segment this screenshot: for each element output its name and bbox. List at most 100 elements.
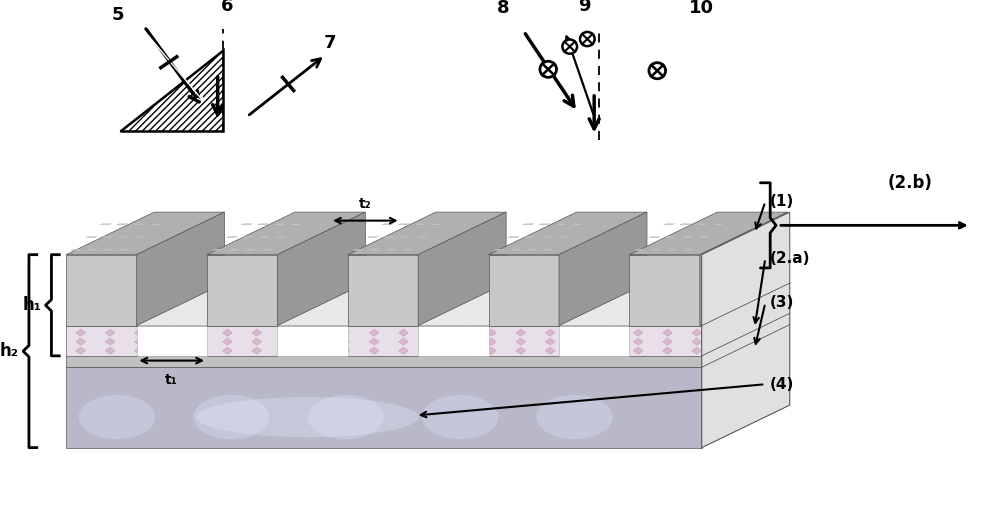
Polygon shape — [223, 338, 232, 345]
Polygon shape — [580, 320, 588, 326]
Polygon shape — [668, 320, 676, 326]
Polygon shape — [487, 338, 496, 345]
Polygon shape — [398, 224, 410, 225]
Text: (1): (1) — [770, 194, 794, 209]
Polygon shape — [457, 338, 467, 345]
Polygon shape — [116, 288, 124, 294]
Ellipse shape — [196, 397, 419, 437]
Polygon shape — [604, 347, 614, 354]
Polygon shape — [683, 249, 695, 250]
Polygon shape — [204, 288, 212, 294]
Polygon shape — [651, 249, 662, 250]
Polygon shape — [228, 320, 236, 326]
Polygon shape — [105, 329, 115, 336]
Polygon shape — [76, 329, 86, 336]
Polygon shape — [634, 249, 646, 250]
Polygon shape — [556, 224, 567, 225]
Polygon shape — [399, 329, 408, 336]
Polygon shape — [487, 347, 496, 354]
Polygon shape — [193, 338, 203, 345]
Polygon shape — [275, 305, 283, 310]
Polygon shape — [698, 237, 709, 238]
Polygon shape — [277, 326, 348, 356]
Polygon shape — [81, 320, 89, 326]
Polygon shape — [66, 283, 790, 326]
Polygon shape — [66, 212, 225, 254]
Polygon shape — [207, 212, 365, 254]
Polygon shape — [137, 326, 207, 356]
Polygon shape — [539, 224, 550, 225]
Polygon shape — [524, 237, 536, 238]
Polygon shape — [428, 338, 438, 345]
Polygon shape — [334, 305, 341, 310]
Polygon shape — [713, 224, 724, 225]
Polygon shape — [99, 305, 107, 310]
Polygon shape — [639, 320, 646, 326]
Polygon shape — [493, 249, 505, 250]
Polygon shape — [649, 237, 660, 238]
Polygon shape — [633, 329, 643, 336]
Polygon shape — [385, 249, 397, 250]
Polygon shape — [575, 347, 584, 354]
Polygon shape — [489, 212, 647, 254]
Polygon shape — [663, 338, 672, 345]
Polygon shape — [498, 288, 506, 294]
Polygon shape — [586, 288, 594, 294]
Polygon shape — [609, 320, 617, 326]
Polygon shape — [105, 338, 115, 345]
Polygon shape — [369, 329, 379, 336]
Polygon shape — [258, 224, 269, 225]
Polygon shape — [261, 249, 272, 250]
Polygon shape — [692, 329, 702, 336]
Polygon shape — [66, 325, 790, 367]
Polygon shape — [615, 288, 623, 294]
Polygon shape — [629, 212, 788, 254]
Polygon shape — [348, 212, 506, 254]
Polygon shape — [164, 347, 174, 354]
Polygon shape — [521, 320, 529, 326]
Polygon shape — [674, 288, 682, 294]
Polygon shape — [369, 249, 380, 250]
Polygon shape — [140, 320, 148, 326]
Polygon shape — [71, 249, 82, 250]
Polygon shape — [551, 320, 558, 326]
Polygon shape — [663, 347, 672, 354]
Polygon shape — [369, 338, 379, 345]
Polygon shape — [418, 326, 489, 356]
Polygon shape — [604, 338, 614, 345]
Polygon shape — [149, 224, 161, 225]
Polygon shape — [193, 347, 203, 354]
Polygon shape — [557, 288, 564, 294]
Polygon shape — [277, 212, 365, 326]
Polygon shape — [492, 320, 500, 326]
Polygon shape — [340, 338, 350, 345]
Polygon shape — [135, 347, 144, 354]
Ellipse shape — [536, 395, 613, 439]
Polygon shape — [539, 305, 547, 310]
Polygon shape — [146, 288, 154, 294]
Polygon shape — [102, 237, 113, 238]
Polygon shape — [715, 305, 723, 310]
Polygon shape — [575, 338, 584, 345]
Polygon shape — [431, 224, 442, 225]
Text: t₁: t₁ — [165, 373, 178, 387]
Polygon shape — [322, 288, 330, 294]
Polygon shape — [263, 288, 271, 294]
Text: (3): (3) — [770, 295, 795, 310]
Polygon shape — [234, 288, 242, 294]
Polygon shape — [664, 224, 675, 225]
Polygon shape — [66, 367, 702, 448]
Polygon shape — [682, 237, 693, 238]
Polygon shape — [223, 329, 232, 336]
Text: (2.b): (2.b) — [888, 174, 932, 192]
Text: h₂: h₂ — [0, 342, 18, 360]
Polygon shape — [135, 237, 146, 238]
Polygon shape — [243, 237, 254, 238]
Polygon shape — [137, 212, 225, 326]
Text: h₁: h₁ — [22, 296, 41, 314]
Polygon shape — [428, 329, 438, 336]
Polygon shape — [100, 224, 112, 225]
Polygon shape — [410, 288, 418, 294]
Polygon shape — [311, 338, 320, 345]
Text: 7: 7 — [324, 34, 336, 52]
